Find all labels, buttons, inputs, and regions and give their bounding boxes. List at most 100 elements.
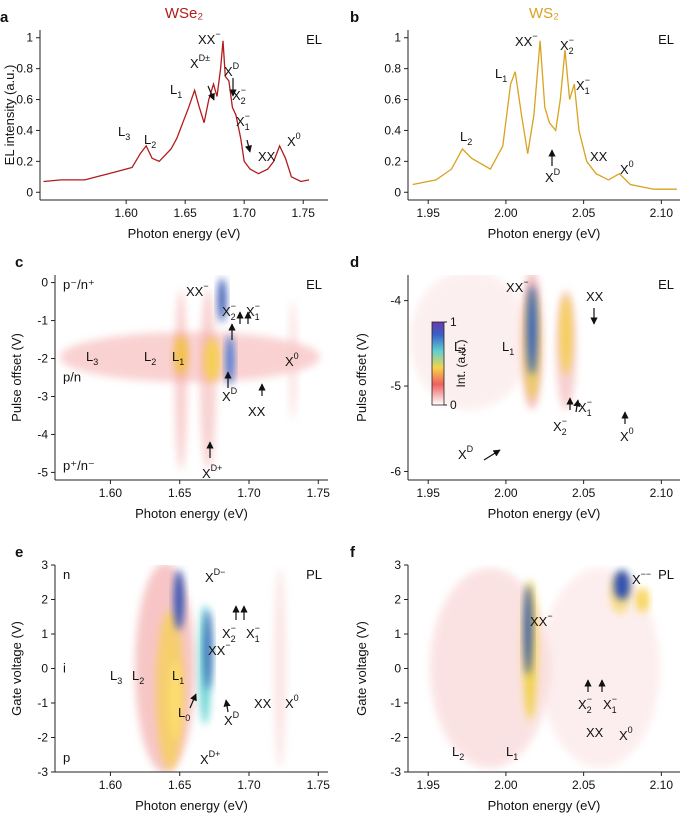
y-axis-label: Pulse offset (V) xyxy=(354,333,369,422)
annotation-text: L xyxy=(144,132,151,147)
annotation-sup: D+ xyxy=(209,749,221,759)
side-label: p/n xyxy=(63,370,81,385)
annotation-sub: 1 xyxy=(587,408,592,418)
annotation: XX xyxy=(590,149,608,164)
x-tick-label: 2.10 xyxy=(650,486,674,500)
heatmap-feature xyxy=(169,660,181,740)
annotation-sub: 1 xyxy=(513,752,518,762)
heatmap-feature xyxy=(226,335,234,385)
y-axis-label: Gate voltage (V) xyxy=(354,621,369,716)
x-axis-label: Photon energy (eV) xyxy=(128,226,241,241)
y-tick-label: 0 xyxy=(41,662,48,676)
x-axis-label: Photon energy (eV) xyxy=(135,798,248,813)
y-tick-label: -4 xyxy=(390,294,401,308)
heatmap xyxy=(55,565,328,772)
annotation-text: X xyxy=(222,389,231,404)
annotation-text: X xyxy=(603,697,612,712)
annotation-text: X xyxy=(578,400,587,415)
annotation-sub: 2 xyxy=(467,137,472,147)
annotation: XD± xyxy=(190,53,210,71)
annotation-text: L xyxy=(144,349,151,364)
annotation: X2− xyxy=(222,301,236,322)
annotation-text: X xyxy=(190,56,199,71)
annotation: XD+ xyxy=(200,749,220,767)
heatmap-feature xyxy=(614,570,630,600)
annotation-sub: 2 xyxy=(461,347,466,357)
annotation-sup: − xyxy=(231,623,236,633)
annotation-text: X xyxy=(236,114,245,129)
annotation-text: X xyxy=(224,64,233,79)
annotation-sub: 2 xyxy=(241,96,246,106)
annotation: X0 xyxy=(620,426,634,444)
colorbar-label: Int. (a.u.) xyxy=(454,339,468,387)
annotation-sub: 3 xyxy=(93,357,98,367)
annotation: L1 xyxy=(172,668,184,686)
annotation-sub: 2 xyxy=(562,427,567,437)
annotation-text: X xyxy=(246,626,255,641)
annotation-text: X xyxy=(553,419,562,434)
annotation-sup: − xyxy=(231,301,236,311)
x-tick-label: 1.60 xyxy=(114,206,138,220)
side-label: p⁺/n⁻ xyxy=(63,458,95,473)
annotation: L2 xyxy=(144,349,156,367)
x-axis-label: Photon energy (eV) xyxy=(488,798,601,813)
y-tick-label: 1 xyxy=(26,31,33,45)
x-tick-label: 2.00 xyxy=(494,486,518,500)
annotation: L1 xyxy=(506,744,518,762)
panel-tag: EL xyxy=(658,277,674,292)
annotation-sup: 0 xyxy=(294,693,299,703)
annotation-sup: D xyxy=(467,444,474,454)
annotation-text: X xyxy=(620,162,629,177)
annotation-sup: − xyxy=(585,75,590,85)
annotation-text: XX xyxy=(254,696,272,711)
x-tick-label: 1.75 xyxy=(292,206,316,220)
annotation-text: X xyxy=(576,78,585,93)
colorbar-tick-label: 1 xyxy=(450,315,457,329)
annotation: X2− xyxy=(222,623,236,644)
x-axis-label: Photon energy (eV) xyxy=(135,506,248,521)
heatmap-feature xyxy=(274,568,286,768)
y-tick-label: 0.4 xyxy=(384,123,401,137)
annotation-sub: 1 xyxy=(255,634,260,644)
annotation-text: X xyxy=(285,696,294,711)
annotation-sup: − xyxy=(255,301,260,311)
x-tick-label: 1.65 xyxy=(174,206,198,220)
y-tick-label: -1 xyxy=(37,696,48,710)
y-axis-label: Gate voltage (V) xyxy=(9,621,24,716)
y-tick-label: 0 xyxy=(26,185,33,199)
y-tick-label: 0.8 xyxy=(16,62,33,76)
annotation: X0 xyxy=(619,725,633,743)
annotation-text: X xyxy=(205,570,214,585)
annotation: L2 xyxy=(132,668,144,686)
annotation-text: L xyxy=(172,349,179,364)
annotation-text: X xyxy=(222,304,231,319)
y-tick-label: -1 xyxy=(37,314,48,328)
arrow xyxy=(207,85,215,101)
annotation-sup: D− xyxy=(214,567,226,577)
annotation-text: XX xyxy=(198,32,216,47)
annotation-text: X xyxy=(620,429,629,444)
y-tick-label: 0.6 xyxy=(384,93,401,107)
y-tick-label: 0.4 xyxy=(16,123,33,137)
x-tick-label: 1.60 xyxy=(99,778,123,792)
y-axis-label: Pulse offset (V) xyxy=(9,333,24,422)
annotation-sup: D xyxy=(233,61,240,71)
x-tick-label: 1.75 xyxy=(307,486,331,500)
annotation-sup: D xyxy=(554,167,561,177)
y-tick-label: 1 xyxy=(394,31,401,45)
annotation-sup: − xyxy=(532,31,537,41)
x-tick-label: 2.00 xyxy=(494,206,518,220)
annotation-sup: 0 xyxy=(629,426,634,436)
panel-letter: d xyxy=(350,254,359,271)
arrow xyxy=(223,699,231,713)
arrow xyxy=(483,449,501,461)
annotation-text: XX xyxy=(506,280,524,295)
panel-tag: EL xyxy=(658,32,674,47)
annotation-text: X xyxy=(200,752,209,767)
heatmap-feature xyxy=(560,295,572,375)
heatmap-feature xyxy=(540,568,660,768)
annotation-sub: 2 xyxy=(569,46,574,56)
annotation-text: L xyxy=(502,339,509,354)
annotation: X−− xyxy=(632,569,651,587)
heatmap-feature xyxy=(174,335,188,375)
